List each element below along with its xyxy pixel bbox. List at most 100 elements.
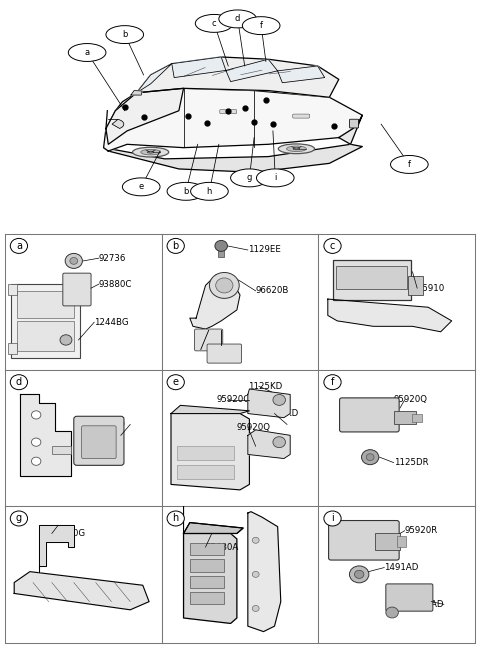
Polygon shape bbox=[136, 57, 339, 97]
Circle shape bbox=[219, 10, 256, 28]
Circle shape bbox=[230, 169, 268, 187]
Bar bbox=[190, 592, 224, 604]
Text: d: d bbox=[16, 377, 22, 387]
Polygon shape bbox=[339, 116, 362, 144]
Text: 1491AD: 1491AD bbox=[384, 563, 419, 572]
Circle shape bbox=[191, 182, 228, 201]
Polygon shape bbox=[328, 299, 452, 332]
Circle shape bbox=[167, 511, 184, 526]
Circle shape bbox=[10, 238, 27, 253]
Polygon shape bbox=[131, 91, 142, 95]
Circle shape bbox=[10, 511, 27, 526]
Bar bbox=[8, 343, 17, 354]
Text: b: b bbox=[173, 241, 179, 251]
Text: b: b bbox=[122, 30, 127, 39]
Bar bbox=[52, 447, 71, 454]
Bar bbox=[17, 321, 74, 351]
Bar bbox=[17, 291, 74, 318]
Bar bbox=[8, 284, 17, 295]
Text: 1129EE: 1129EE bbox=[248, 245, 281, 254]
FancyBboxPatch shape bbox=[74, 416, 124, 465]
Text: f: f bbox=[331, 377, 334, 387]
Text: 1018AD: 1018AD bbox=[409, 600, 444, 609]
Polygon shape bbox=[183, 522, 243, 533]
Circle shape bbox=[32, 411, 41, 419]
Circle shape bbox=[366, 454, 374, 461]
FancyBboxPatch shape bbox=[63, 273, 91, 306]
Text: c: c bbox=[212, 19, 216, 28]
FancyBboxPatch shape bbox=[82, 426, 116, 458]
Bar bbox=[375, 533, 400, 550]
Text: e: e bbox=[173, 377, 179, 387]
Circle shape bbox=[32, 457, 41, 465]
Text: 96620B: 96620B bbox=[256, 286, 289, 295]
FancyBboxPatch shape bbox=[386, 584, 433, 611]
Circle shape bbox=[391, 156, 428, 173]
Text: i: i bbox=[274, 173, 276, 182]
Text: 1125DR: 1125DR bbox=[394, 458, 428, 467]
Circle shape bbox=[273, 437, 286, 448]
FancyBboxPatch shape bbox=[220, 110, 237, 114]
Ellipse shape bbox=[287, 146, 306, 151]
Bar bbox=[408, 276, 423, 295]
Bar bbox=[190, 559, 224, 572]
Text: f: f bbox=[260, 21, 263, 30]
Circle shape bbox=[354, 570, 364, 578]
Text: 95480A: 95480A bbox=[205, 543, 239, 552]
Circle shape bbox=[167, 182, 204, 201]
Text: 95910: 95910 bbox=[417, 284, 444, 293]
Polygon shape bbox=[104, 144, 362, 172]
Bar bbox=[177, 465, 234, 479]
Text: a: a bbox=[16, 241, 22, 251]
Text: i: i bbox=[331, 513, 334, 524]
Polygon shape bbox=[104, 88, 362, 151]
Circle shape bbox=[122, 178, 160, 196]
Circle shape bbox=[167, 374, 184, 389]
Ellipse shape bbox=[147, 151, 154, 153]
Polygon shape bbox=[226, 59, 277, 82]
Circle shape bbox=[324, 238, 341, 253]
FancyBboxPatch shape bbox=[349, 119, 359, 128]
FancyBboxPatch shape bbox=[336, 265, 407, 289]
Polygon shape bbox=[171, 413, 250, 490]
Polygon shape bbox=[136, 64, 172, 93]
Text: 92736: 92736 bbox=[99, 254, 126, 263]
Circle shape bbox=[273, 395, 286, 406]
Text: 1125KD: 1125KD bbox=[264, 409, 298, 418]
Ellipse shape bbox=[293, 148, 300, 150]
Text: c: c bbox=[330, 241, 335, 251]
Text: e: e bbox=[139, 182, 144, 191]
Text: 1244BG: 1244BG bbox=[94, 318, 129, 326]
Polygon shape bbox=[39, 525, 74, 572]
Polygon shape bbox=[21, 395, 71, 476]
FancyBboxPatch shape bbox=[207, 344, 241, 363]
Circle shape bbox=[324, 511, 341, 526]
Ellipse shape bbox=[141, 149, 160, 155]
Polygon shape bbox=[171, 406, 250, 413]
Ellipse shape bbox=[278, 144, 314, 154]
Text: d: d bbox=[235, 14, 240, 23]
Text: b: b bbox=[183, 187, 189, 196]
Polygon shape bbox=[14, 572, 149, 610]
Circle shape bbox=[252, 537, 259, 543]
Polygon shape bbox=[183, 533, 237, 624]
Circle shape bbox=[70, 258, 78, 264]
Text: h: h bbox=[207, 187, 212, 196]
Text: 1125KD: 1125KD bbox=[248, 382, 282, 391]
Bar bbox=[177, 447, 234, 460]
Circle shape bbox=[10, 374, 27, 389]
Circle shape bbox=[361, 450, 379, 465]
Text: 95420G: 95420G bbox=[52, 529, 86, 538]
Polygon shape bbox=[248, 389, 290, 418]
Circle shape bbox=[252, 606, 259, 611]
Bar bbox=[394, 411, 416, 424]
Polygon shape bbox=[190, 275, 240, 329]
FancyBboxPatch shape bbox=[333, 260, 411, 300]
Circle shape bbox=[195, 14, 233, 32]
Circle shape bbox=[106, 25, 144, 43]
Circle shape bbox=[256, 169, 294, 187]
Polygon shape bbox=[277, 66, 324, 82]
Circle shape bbox=[242, 17, 280, 34]
Circle shape bbox=[209, 273, 239, 299]
Wedge shape bbox=[112, 119, 124, 129]
